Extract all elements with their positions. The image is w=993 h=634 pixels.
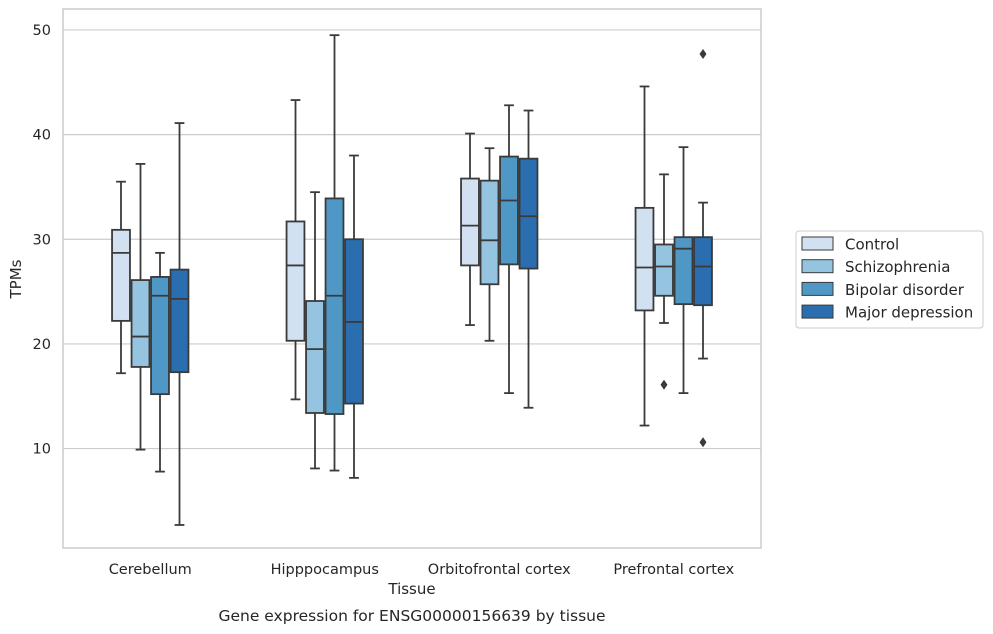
x-tick-label: Cerebellum — [109, 562, 192, 578]
legend-label: Major depression — [845, 304, 973, 322]
y-tick-label: 10 — [33, 442, 51, 458]
box-iqr — [673, 236, 694, 306]
x-tick-label: Hipppocampus — [271, 562, 379, 578]
outlier-marker — [699, 49, 707, 60]
box-iqr — [499, 155, 519, 266]
box-major-depression — [693, 49, 713, 448]
legend-label: Schizophrenia — [845, 258, 950, 276]
y-tick-label: 40 — [33, 128, 51, 144]
box-iqr — [285, 220, 306, 342]
box-iqr — [634, 206, 655, 312]
outlier-marker — [699, 437, 707, 448]
box-iqr — [460, 177, 480, 267]
box-bipolar-disorder — [499, 104, 519, 395]
y-tick-label: 50 — [33, 23, 51, 39]
box-major-depression — [518, 109, 539, 409]
box-groups — [111, 34, 713, 526]
box-schizophrenia — [654, 173, 674, 390]
box-iqr — [479, 179, 500, 286]
box-schizophrenia — [305, 191, 325, 470]
legend-swatch — [801, 281, 834, 296]
box-bipolar-disorder — [673, 146, 694, 395]
legend-swatch — [801, 259, 834, 274]
outlier-marker — [660, 379, 668, 390]
box-iqr — [111, 228, 131, 322]
box-iqr — [324, 197, 345, 415]
y-tick-label: 20 — [33, 337, 51, 353]
box-iqr — [150, 276, 170, 396]
x-axis-label: Tissue — [387, 580, 435, 598]
box-bipolar-disorder — [324, 34, 345, 472]
box-schizophrenia — [130, 162, 151, 451]
legend-swatch — [801, 304, 834, 319]
box-control — [285, 99, 306, 401]
box-iqr — [518, 157, 539, 270]
x-tick-label: Prefrontal cortex — [613, 562, 734, 578]
y-axis-ticks: 10 20 30 40 50 — [33, 23, 51, 458]
box-iqr — [169, 268, 190, 374]
chart-caption: Gene expression for ENSG00000156639 by t… — [218, 607, 605, 625]
box-iqr — [130, 279, 151, 368]
x-axis-ticks: Cerebellum Hipppocampus Orbitofrontal cort… — [109, 562, 735, 578]
box-iqr — [654, 243, 674, 297]
box-bipolar-disorder — [150, 251, 170, 473]
legend-label: Control — [845, 236, 899, 254]
box-control — [111, 180, 131, 375]
legend-swatch — [801, 236, 834, 251]
y-tick-label: 30 — [33, 232, 51, 248]
plot-area-frame — [62, 8, 762, 549]
box-major-depression — [169, 122, 190, 526]
legend: Control Schizophrenia Bipolar disorder Majo… — [795, 230, 984, 329]
legend-label: Bipolar disorder — [845, 281, 965, 299]
box-schizophrenia — [479, 147, 500, 342]
box-control — [634, 85, 655, 427]
box-control — [460, 132, 480, 326]
x-tick-label: Orbitofrontal cortex — [428, 562, 571, 578]
box-iqr — [305, 300, 325, 414]
y-axis-label: TPMs — [7, 259, 25, 299]
box-iqr — [693, 236, 713, 307]
legend-frame — [795, 230, 984, 329]
box-major-depression — [344, 154, 364, 479]
